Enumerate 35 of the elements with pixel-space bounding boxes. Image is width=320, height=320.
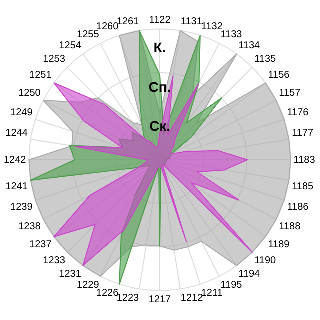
spoke-label: 1253	[43, 54, 66, 66]
spoke-label: 1157	[279, 88, 302, 100]
spoke-label: 1241	[6, 182, 28, 193]
spoke-label: 1244	[6, 128, 28, 139]
spoke-label: 1134	[238, 40, 261, 52]
spoke-label: 1233	[43, 255, 66, 266]
spoke-label: 1133	[220, 30, 243, 41]
spoke-label: 1251	[30, 70, 52, 82]
spoke-label: 1211	[201, 288, 224, 299]
spoke-label: 1254	[59, 40, 82, 52]
spoke-label: 1186	[287, 202, 310, 214]
spoke-label: 1239	[10, 202, 34, 214]
spoke-label: 1176	[287, 107, 310, 118]
spoke-label: 1189	[268, 239, 290, 250]
spoke-label: 1217	[148, 294, 172, 306]
spoke-label: 1122	[149, 14, 172, 26]
spoke-label: 1226	[96, 288, 120, 299]
spoke-label: 1185	[292, 182, 314, 193]
spoke-label: 1135	[254, 54, 277, 66]
spoke-label: 1183	[294, 154, 316, 166]
spoke-label: 1195	[220, 280, 243, 291]
spoke-label: 1238	[18, 221, 42, 232]
spoke-label: 1250	[18, 88, 42, 100]
spoke-label: 1188	[279, 221, 302, 232]
spoke-label: 1212	[180, 292, 204, 304]
spoke-label: 1131	[180, 16, 203, 28]
spoke-label: 1194	[238, 268, 261, 280]
spoke-label: 1231	[59, 268, 82, 280]
series-label: К.	[154, 40, 166, 56]
spoke-label: 1190	[254, 255, 277, 266]
spoke-label: 1249	[10, 107, 34, 118]
spoke-label: 1237	[30, 239, 52, 250]
spoke-label: 1242	[4, 154, 27, 166]
spoke-label: 1156	[268, 70, 290, 82]
spoke-label: 1177	[292, 128, 314, 139]
